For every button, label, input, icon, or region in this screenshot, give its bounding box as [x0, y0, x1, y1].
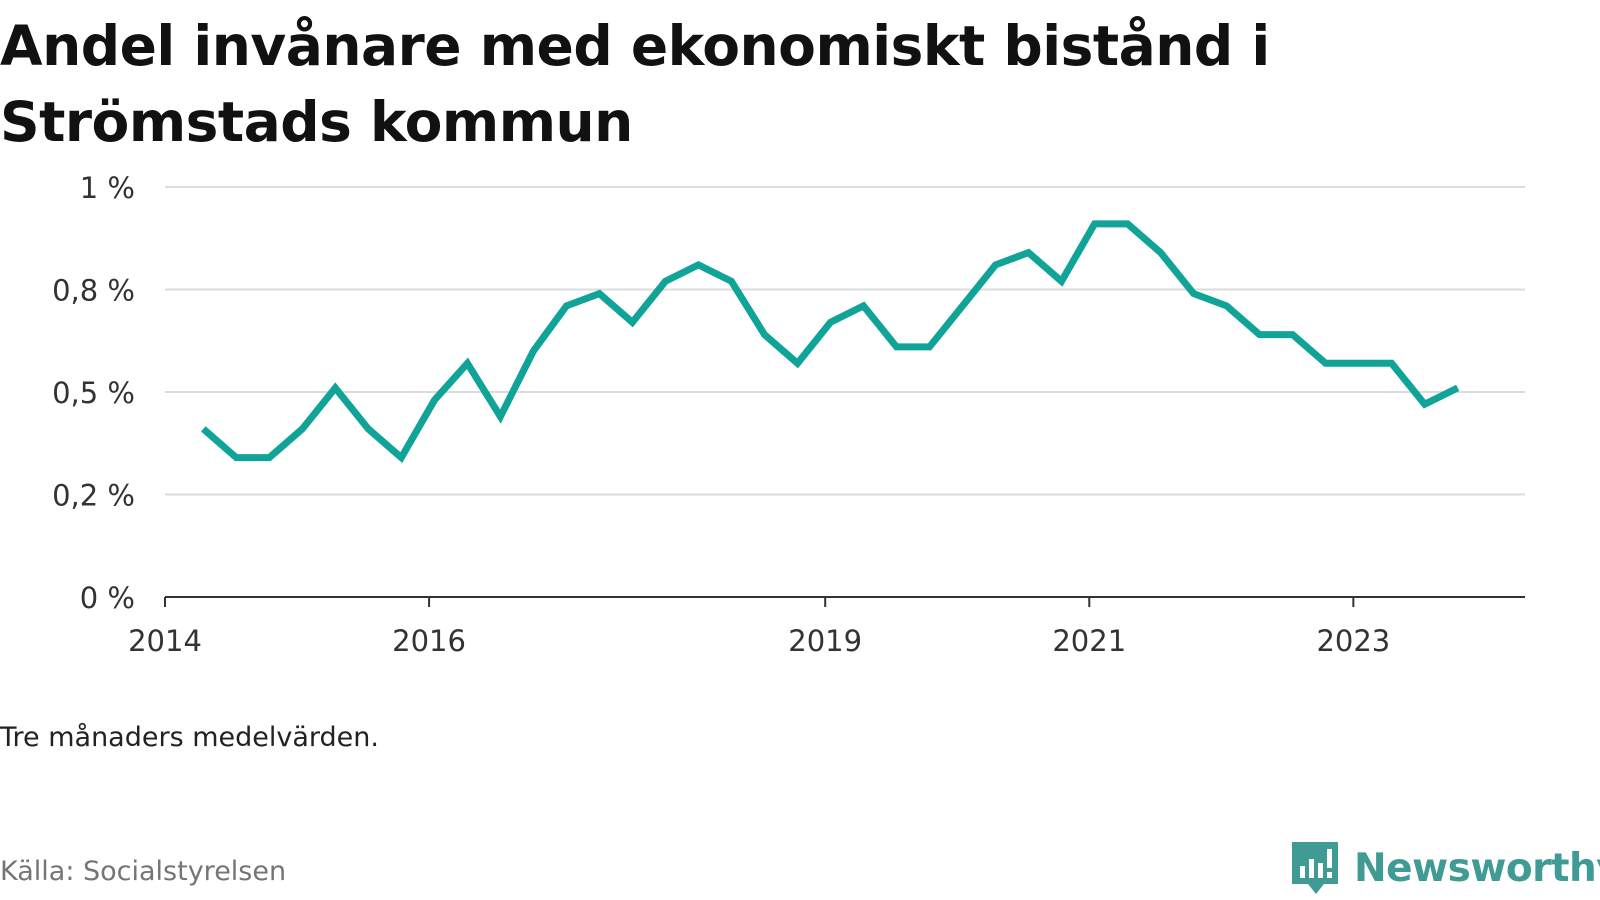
line-chart: 0 % 0,2 % 0,5 % 0,8 % 1 % 2014 2016 2019 2021 202…	[52, 171, 1525, 658]
newsworthy-brand[interactable]: Newsworthy	[1290, 840, 1600, 896]
series-line	[201, 220, 1460, 464]
x-tick-label: 2021	[1052, 624, 1126, 658]
y-tick-label: 0,5 %	[52, 376, 135, 410]
x-tick-label: 2016	[392, 624, 466, 658]
chart-note: Tre månaders medelvärden.	[0, 722, 379, 753]
brand-name: Newsworthy	[1354, 845, 1600, 891]
y-tick-label: 0 %	[80, 581, 135, 615]
chart-title: Andel invånare med ekonomiskt bistånd i …	[0, 14, 1270, 154]
newsworthy-logo-icon	[1292, 842, 1338, 894]
x-tick-label: 2023	[1316, 624, 1390, 658]
y-tick-label: 0,8 %	[52, 274, 135, 308]
y-tick-label: 1 %	[80, 171, 135, 205]
source-label: Källa: Socialstyrelsen	[0, 856, 287, 887]
x-tick-label: 2014	[128, 624, 202, 658]
y-tick-label: 0,2 %	[52, 479, 135, 513]
x-tick-label: 2019	[788, 624, 862, 658]
